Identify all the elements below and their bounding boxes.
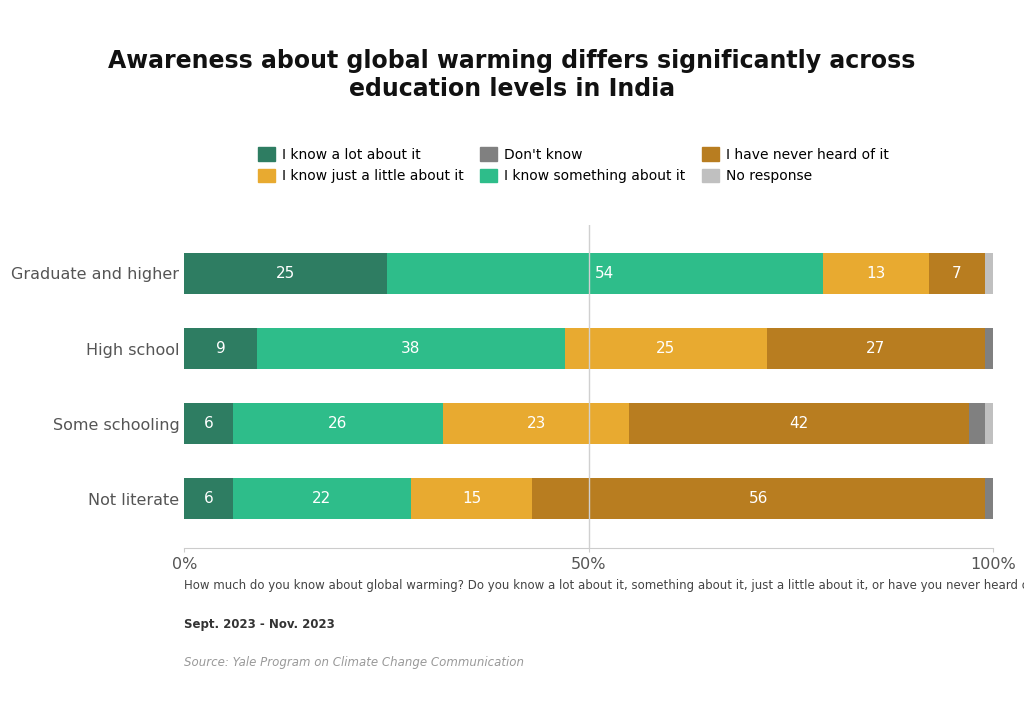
- Bar: [387, 253, 823, 294]
- Legend: I know a lot about it, I know just a little about it, Don't know, I know somethi: I know a lot about it, I know just a lit…: [258, 147, 889, 183]
- Text: 42: 42: [790, 416, 809, 431]
- Bar: [184, 478, 232, 519]
- Bar: [985, 328, 993, 369]
- Bar: [993, 328, 1001, 369]
- Bar: [823, 253, 929, 294]
- Text: 23: 23: [526, 416, 546, 431]
- Bar: [232, 403, 443, 444]
- Text: 9: 9: [216, 341, 225, 356]
- Bar: [767, 328, 985, 369]
- Bar: [184, 403, 232, 444]
- Bar: [532, 478, 985, 519]
- Bar: [985, 253, 993, 294]
- Text: 6: 6: [204, 491, 213, 506]
- Text: 22: 22: [312, 491, 332, 506]
- Bar: [929, 253, 985, 294]
- Text: 54: 54: [595, 266, 614, 281]
- Text: 15: 15: [462, 491, 481, 506]
- Bar: [184, 328, 257, 369]
- Bar: [184, 253, 387, 294]
- Bar: [564, 328, 767, 369]
- Text: Source: Yale Program on Climate Change Communication: Source: Yale Program on Climate Change C…: [184, 656, 524, 670]
- Text: 25: 25: [275, 266, 295, 281]
- Bar: [411, 478, 532, 519]
- Bar: [257, 328, 564, 369]
- Text: 26: 26: [329, 416, 348, 431]
- Text: How much do you know about global warming? Do you know a lot about it, something: How much do you know about global warmin…: [184, 579, 1024, 592]
- Text: Awareness about global warming differs significantly across
education levels in : Awareness about global warming differs s…: [109, 49, 915, 101]
- Bar: [232, 478, 411, 519]
- Text: 56: 56: [749, 491, 768, 506]
- Text: 25: 25: [656, 341, 675, 356]
- Text: 38: 38: [401, 341, 421, 356]
- Bar: [985, 478, 993, 519]
- Bar: [985, 403, 1001, 444]
- Text: Sept. 2023 - Nov. 2023: Sept. 2023 - Nov. 2023: [184, 618, 335, 631]
- Text: 13: 13: [866, 266, 886, 281]
- Bar: [443, 403, 629, 444]
- Text: 7: 7: [952, 266, 962, 281]
- Bar: [969, 403, 985, 444]
- Bar: [629, 403, 969, 444]
- Text: 6: 6: [204, 416, 213, 431]
- Text: 27: 27: [866, 341, 886, 356]
- Bar: [993, 478, 1001, 519]
